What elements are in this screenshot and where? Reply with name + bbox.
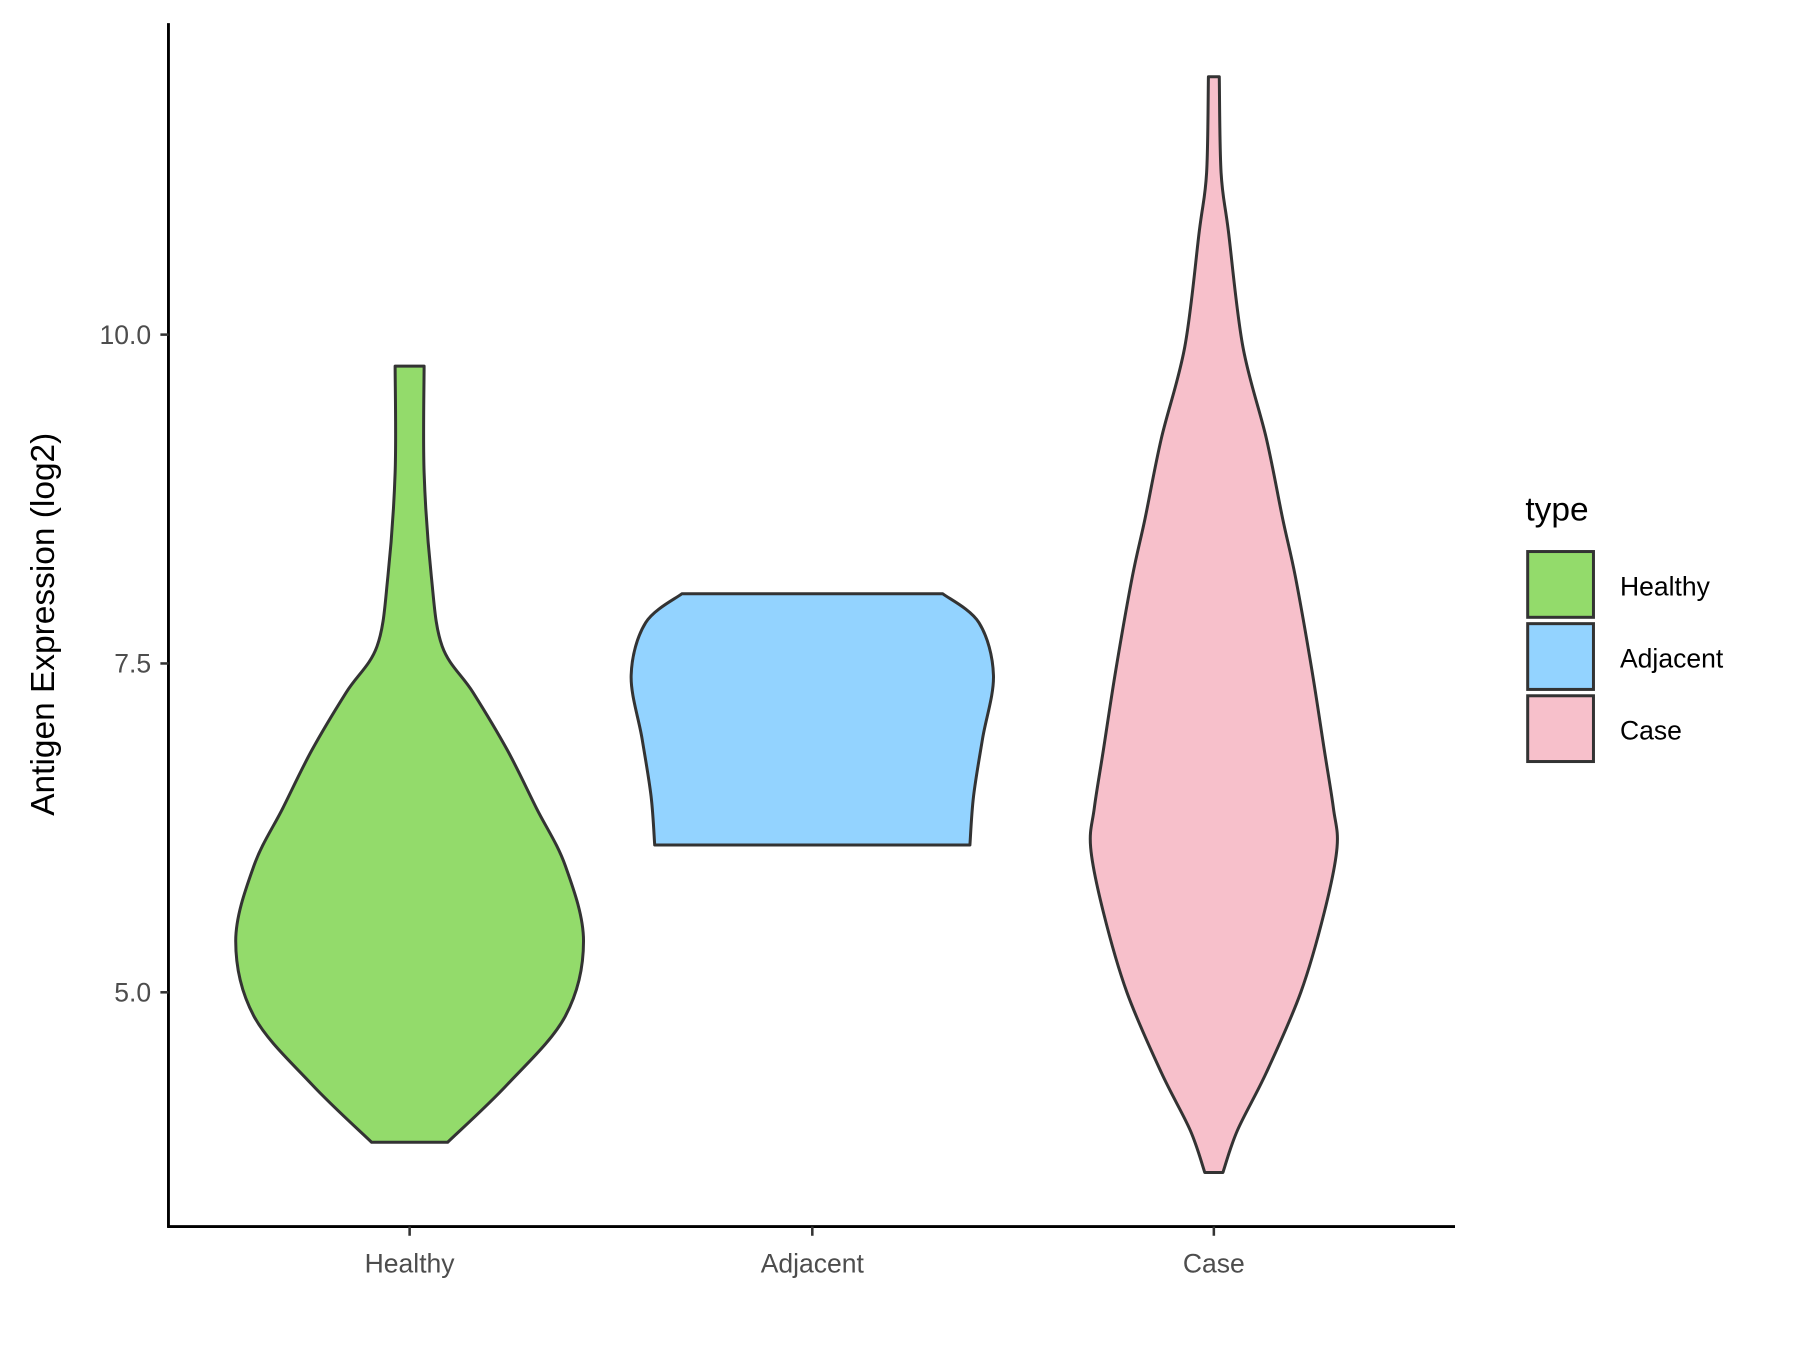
violin-healthy xyxy=(234,364,586,1144)
x-tick-label: Case xyxy=(1183,1249,1245,1279)
legend-key-healthy xyxy=(1526,550,1595,619)
y-tick-label: 7.5 xyxy=(114,649,151,679)
y-axis-title: Antigen Expression (log2) xyxy=(25,433,62,816)
violin-adjacent xyxy=(629,592,995,847)
legend-label: Case xyxy=(1620,716,1682,746)
violins xyxy=(234,75,1339,1175)
y-ticks: 5.0 7.5 10.0 xyxy=(100,320,169,1008)
legend-label: Adjacent xyxy=(1620,644,1724,674)
y-tick-label: 10.0 xyxy=(100,320,152,350)
legend: type Healthy Adjacent Case xyxy=(1525,491,1724,764)
violin-case xyxy=(1088,75,1339,1175)
x-tick-label: Adjacent xyxy=(761,1249,865,1279)
legend-title: type xyxy=(1525,491,1588,528)
y-tick-label: 5.0 xyxy=(114,978,151,1008)
legend-key-case xyxy=(1526,694,1595,764)
x-tick-label: Healthy xyxy=(365,1249,456,1279)
legend-key-adjacent xyxy=(1526,622,1595,691)
x-ticks: Healthy Adjacent Case xyxy=(365,1226,1245,1279)
legend-label: Healthy xyxy=(1620,571,1711,601)
